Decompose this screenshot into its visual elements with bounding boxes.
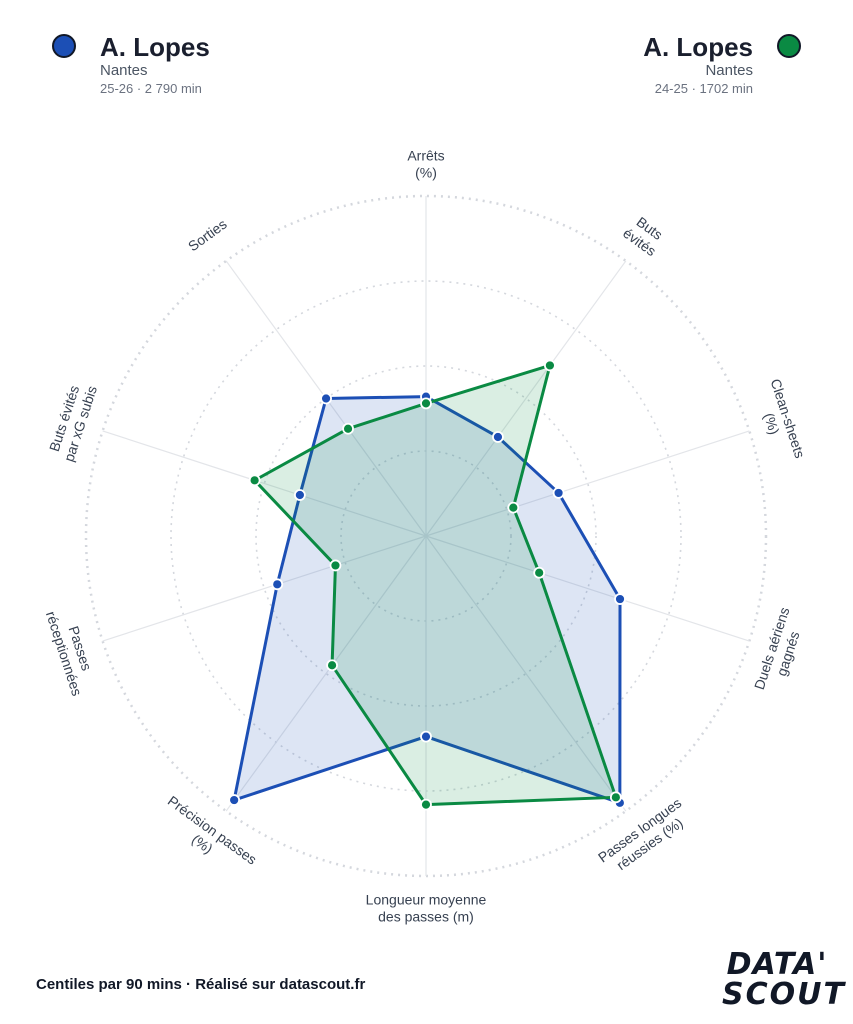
axis-label-6: Précision passes(%) (155, 793, 260, 882)
axis-spoke-7 (102, 535, 427, 642)
axis-label-2: Clean-sheets(%) (751, 377, 808, 466)
axis-label-3: Duels aériensgagnés (751, 605, 809, 697)
axis-label-0-line-0: Arrêts (407, 148, 444, 164)
axis-spoke-8 (102, 430, 427, 537)
series-0-point-3 (614, 593, 626, 605)
player2-color-dot (777, 34, 801, 58)
series-1-point-0 (420, 397, 432, 410)
series-1-point-9 (342, 422, 354, 435)
series-0-point-9 (320, 392, 332, 405)
axis-spoke-3 (425, 535, 750, 642)
series-0-point-5 (420, 730, 432, 743)
axis-spoke-6 (225, 535, 427, 812)
series-1-point-5 (420, 798, 432, 811)
logo-line2: SCOUT (722, 977, 846, 1012)
player1-club: Nantes (100, 62, 148, 79)
series-0-point-6 (228, 794, 241, 806)
series-1-point-1 (544, 359, 556, 372)
series-1-point-7 (329, 559, 342, 572)
series-0-point-1 (492, 431, 504, 443)
player1-color-dot (52, 34, 76, 58)
player2-name: A. Lopes (643, 32, 753, 62)
axis-spoke-1 (425, 260, 627, 537)
series-0-point-7 (271, 578, 284, 591)
series-1-point-2 (507, 501, 520, 514)
axis-label-0-line-1: (%) (415, 165, 437, 181)
footer-note: Centiles par 90 mins · Réalisé sur datas… (36, 976, 366, 993)
axis-label-8: Buts évitéspar xG subis (44, 379, 100, 464)
axis-label-0: Arrêts (%) (407, 148, 444, 181)
player2-club: Nantes (705, 62, 753, 79)
axis-label-2-line-1: (%) (761, 411, 783, 437)
axis-label-4: Passes longuesréussies (%) (595, 795, 694, 880)
axis-label-1: Butsévités (620, 211, 669, 259)
axis-label-5: Longueur moyenne des passes (m) (366, 892, 487, 925)
axis-label-7: Passesréceptionnées (43, 604, 102, 698)
axis-spoke-4 (425, 535, 627, 812)
logo-line1: DATA' (726, 947, 828, 982)
series-1-point-6 (326, 659, 338, 672)
axis-label-9: Sorties (185, 216, 230, 255)
series-1-point-3 (533, 566, 546, 579)
axis-label-5-line-0: Longueur moyenne (366, 892, 487, 908)
datascout-logo: DATA' SCOUT (722, 947, 846, 1012)
axis-spoke-2 (425, 430, 750, 537)
axis-label-5-line-1: des passes (m) (378, 909, 474, 925)
axis-label-6-line-0: Précision passes (165, 793, 260, 868)
series-1-point-4 (609, 791, 622, 804)
series-0-point-8 (293, 489, 306, 501)
player2-header: A. Lopes Nantes 24-25 · 1702 min (643, 32, 753, 98)
series-1-point-8 (248, 474, 261, 487)
player1-name: A. Lopes (100, 32, 210, 62)
player1-header: A. Lopes Nantes 25-26 · 2 790 min (100, 32, 210, 98)
axis-label-9-line-0: Sorties (185, 216, 230, 255)
series-0-point-2 (552, 487, 565, 499)
player1-season: 25-26 · 2 790 min (100, 81, 202, 96)
player2-season: 24-25 · 1702 min (654, 81, 753, 96)
